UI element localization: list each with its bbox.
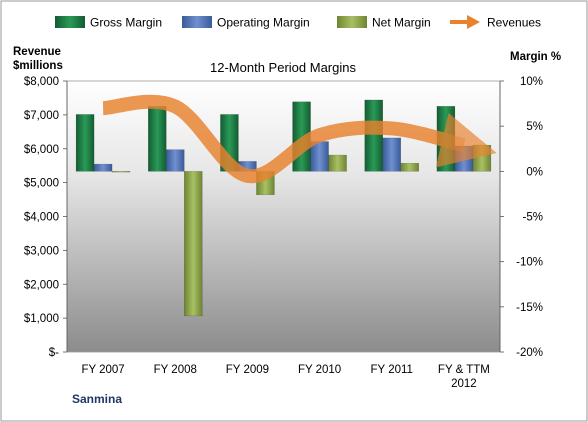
- y-left-tick-5: $5,000: [24, 178, 59, 190]
- y-left-tick-1: $1,000: [24, 313, 59, 325]
- y-right-tick-5: 5%: [526, 121, 543, 133]
- bar-operating-margin-2: [166, 149, 185, 172]
- y-right-tick-0: -20%: [516, 347, 543, 359]
- revenues-line: [102, 94, 497, 184]
- legend: Gross Margin Operating Margin Net Margin…: [55, 15, 541, 30]
- bar-net-margin-4: [328, 154, 347, 172]
- y-right-tick-4: 0%: [526, 166, 543, 178]
- y-right-tick-6: 10%: [520, 76, 543, 88]
- x-tick-1: FY 2007: [81, 364, 124, 376]
- y-right-tick-2: -10%: [516, 257, 543, 269]
- y-left-tick-6: $6,000: [24, 144, 59, 156]
- y-right-tick-labels: -20% -15% -10% -5% 0% 5% 10%: [500, 76, 543, 359]
- bar-gross-margin-1: [75, 114, 95, 172]
- x-tick-6: FY & TTM 2012: [438, 364, 490, 390]
- x-tick-4: FY 2010: [298, 364, 341, 376]
- y-right-label: Margin %: [510, 51, 561, 63]
- y-left-tick-2: $2,000: [24, 279, 59, 291]
- company-label: Sanmina: [72, 392, 122, 406]
- y-left-tick-8: $8,000: [24, 76, 59, 88]
- legend-label-operating-margin: Operating Margin: [217, 16, 310, 30]
- y-left-tick-4: $4,000: [24, 212, 59, 224]
- x-tick-2: FY 2008: [154, 364, 197, 376]
- y-left-label-line1: Revenue: [13, 46, 61, 58]
- bar-operating-margin-1: [93, 163, 113, 172]
- y-right-tick-3: -5%: [523, 212, 543, 224]
- bar-net-margin-6: [472, 144, 492, 172]
- legend-label-gross-margin: Gross Margin: [90, 16, 162, 30]
- x-tick-5: FY 2011: [371, 364, 413, 376]
- legend-swatch-net-margin: [337, 16, 367, 28]
- bar-operating-margin-5: [382, 137, 401, 172]
- y-left-tick-0: $-: [49, 347, 59, 359]
- bar-net-margin-5: [400, 162, 419, 172]
- chart-title: 12-Month Period Margins: [210, 60, 356, 75]
- y-left-tick-labels: $- $1,000 $2,000 $3,000 $4,000 $5,000 $6,000 $7…: [24, 76, 67, 359]
- plot-area: [66, 80, 501, 353]
- bar-net-margin-1: [111, 171, 131, 173]
- legend-swatch-gross-margin: [55, 16, 85, 28]
- y-right-tick-1: -15%: [516, 302, 543, 314]
- x-tick-labels: FY 2007 FY 2008 FY 2009 FY 2010 FY 2011 FY & …: [81, 364, 489, 390]
- legend-swatch-operating-margin: [182, 16, 212, 28]
- line-layer: [102, 94, 497, 184]
- y-left-tick-7: $7,000: [24, 110, 59, 122]
- bar-gross-margin-5: [364, 99, 383, 172]
- legend-label-net-margin: Net Margin: [372, 16, 431, 30]
- bar-net-margin-2: [184, 171, 203, 317]
- x-tick-3: FY 2009: [226, 364, 269, 376]
- bar-gross-margin-2: [148, 106, 167, 172]
- y-left-tick-3: $3,000: [24, 245, 59, 257]
- legend-label-revenues: Revenues: [487, 16, 541, 30]
- legend-arrowhead-revenues: [467, 15, 480, 29]
- y-left-label-line2: $millions: [13, 60, 63, 72]
